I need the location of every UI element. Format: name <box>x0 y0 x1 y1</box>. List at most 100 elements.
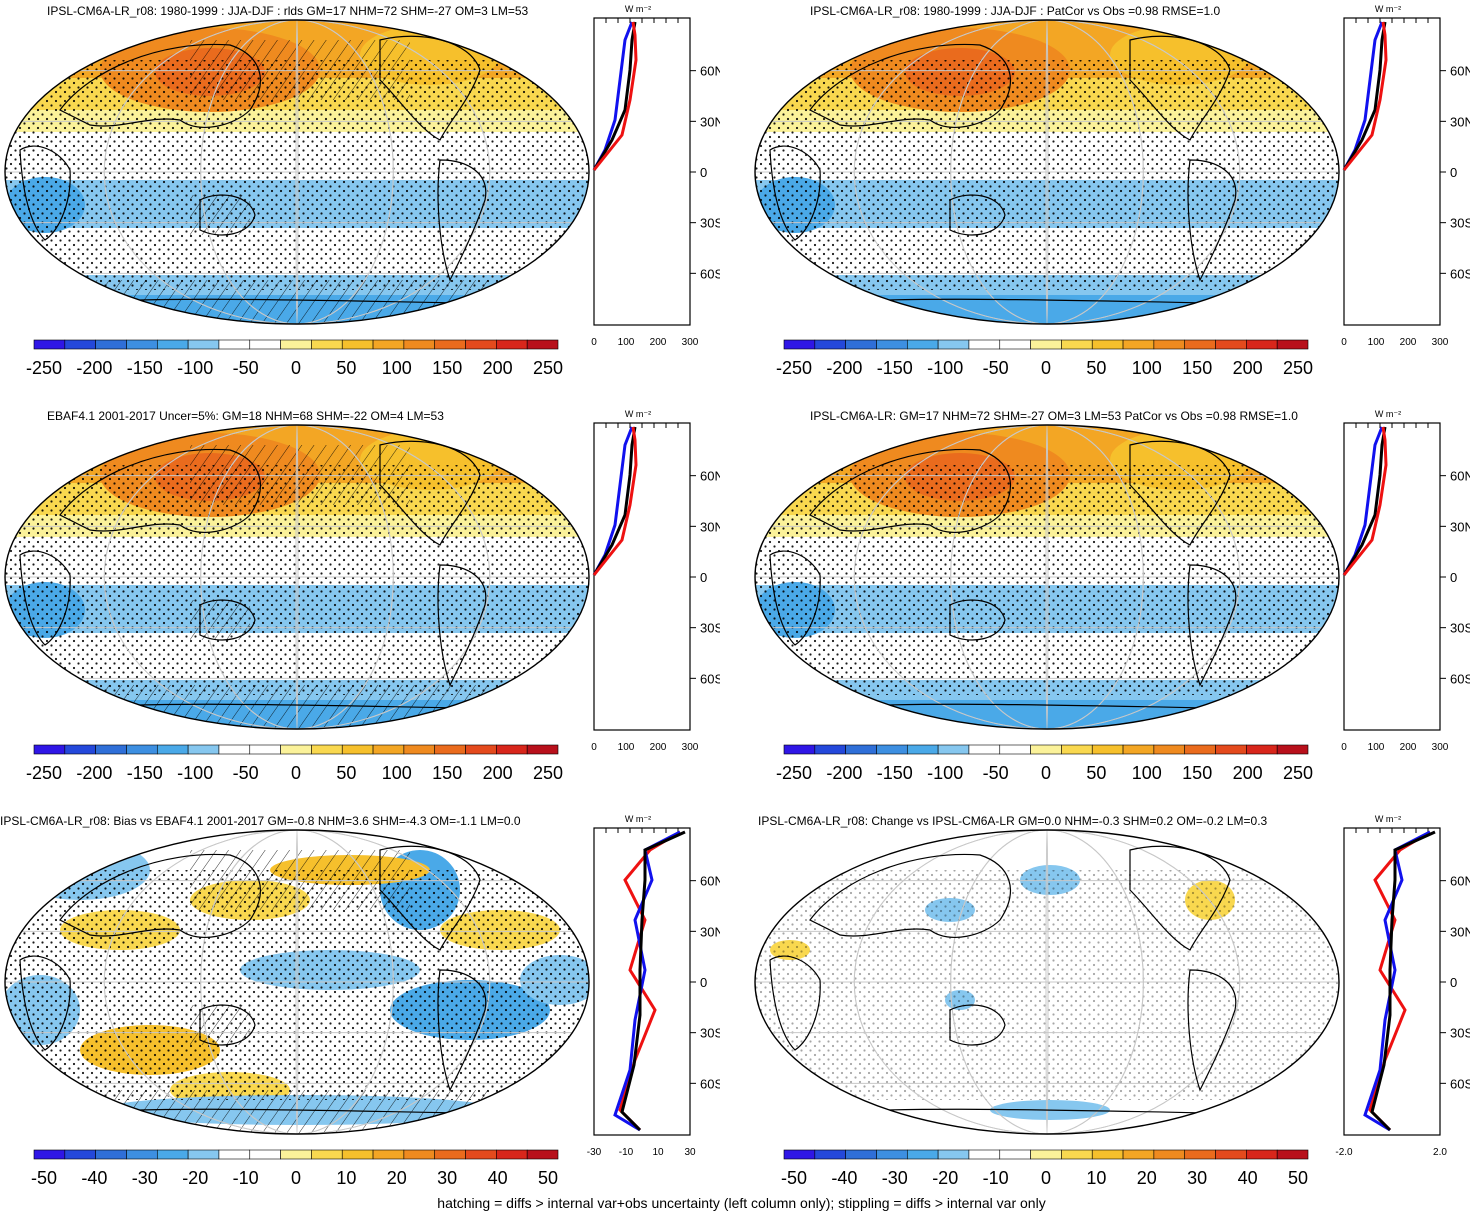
colorbar-label: 0 <box>291 1168 301 1188</box>
colorbar-swatch <box>1153 339 1186 350</box>
colorbar-swatch <box>1153 744 1186 755</box>
coastline <box>437 969 487 1092</box>
coastline <box>199 194 256 236</box>
profile-xtick: 10 <box>652 1147 664 1158</box>
colorbar-swatch <box>496 339 528 350</box>
colorbar-swatch <box>968 1149 1001 1160</box>
map-outline <box>4 829 590 1135</box>
lat-label: 60S <box>700 671 720 686</box>
colorbar-swatch <box>526 1149 559 1160</box>
colorbar-swatch <box>156 339 189 350</box>
colorbar-swatch <box>783 1149 816 1160</box>
profile-line-model <box>592 426 637 576</box>
stippling <box>755 465 1339 695</box>
colorbar-label: 20 <box>1137 1168 1157 1188</box>
colorbar-swatch <box>64 744 96 755</box>
profile-xtick: 100 <box>618 742 635 753</box>
colorbar-label: 50 <box>1086 358 1106 378</box>
profile-line-nh <box>1368 830 1431 1132</box>
colorbar-label: -10 <box>233 1168 259 1188</box>
colorbar-label: -50 <box>31 1168 57 1188</box>
colorbar-label: -150 <box>877 763 913 783</box>
graticule-lon <box>1045 20 1049 324</box>
lat-label: 30S <box>700 1026 720 1041</box>
colorbar-label: 250 <box>1283 358 1313 378</box>
stippling <box>755 60 1339 290</box>
colorbar-swatch <box>1091 1149 1124 1160</box>
colorbar-label: 20 <box>387 1168 407 1188</box>
profile-xtick: 300 <box>682 742 699 753</box>
colorbar-swatch <box>465 744 497 755</box>
profile-unit: W m⁻² <box>625 814 651 824</box>
colorbar-swatch <box>814 744 846 755</box>
colorbar-swatch <box>937 1149 970 1160</box>
colorbar-swatch <box>1276 1149 1309 1160</box>
panel-graphics: -250 -200 -150 -100 -50 0 50 100 150 200 250 W m⁻² 6… <box>754 409 1470 783</box>
colorbar-swatch <box>403 1149 436 1160</box>
colorbar-swatch <box>999 1149 1031 1160</box>
colorbar-label: -30 <box>882 1168 908 1188</box>
colorbar-swatch <box>249 744 281 755</box>
graticule-lon <box>295 20 299 324</box>
colorbar-swatch <box>311 744 343 755</box>
colorbar-swatch <box>465 1149 497 1160</box>
lat-label: 30S <box>1450 216 1470 231</box>
colorbar-swatch <box>876 744 908 755</box>
colorbar-swatch <box>1246 339 1278 350</box>
colorbar-label: 50 <box>1086 763 1106 783</box>
panel-graphics: -50 -40 -30 -20 -10 0 10 20 30 40 50 W m⁻² 60N 30N 0 30… <box>4 814 720 1188</box>
profile-line-model <box>1342 21 1387 171</box>
map-field <box>755 20 1339 324</box>
colorbar-swatch <box>1215 744 1247 755</box>
colorbar-swatch <box>434 744 466 755</box>
profile-line-model <box>592 21 637 171</box>
colorbar-swatch <box>187 744 220 755</box>
colorbar-label: 200 <box>1233 763 1263 783</box>
colorbar-label: -50 <box>233 763 259 783</box>
colorbar-swatch <box>249 339 281 350</box>
colorbar-swatch <box>126 1149 158 1160</box>
colorbar-label: 10 <box>336 1168 356 1188</box>
colorbar-swatch <box>1091 744 1124 755</box>
lat-label: 60S <box>1450 671 1470 686</box>
graticule-lon <box>853 830 1241 1134</box>
coastline <box>1187 564 1237 687</box>
colorbar-swatch <box>1030 339 1062 350</box>
colorbar-label: -150 <box>127 763 163 783</box>
coastline <box>1187 969 1237 1092</box>
colorbar-label: 50 <box>336 358 356 378</box>
colorbar-swatch <box>1061 1149 1093 1160</box>
panel-model-patcor: IPSL-CM6A-LR_r08: 1980-1999 : JJA-DJF : … <box>750 0 1470 405</box>
colorbar-swatch <box>1061 744 1093 755</box>
colorbar-swatch <box>1215 1149 1247 1160</box>
colorbar-label: 0 <box>291 358 301 378</box>
panel-graphics: -250 -200 -150 -100 -50 0 50 100 150 200 250 W m⁻² 6… <box>4 409 720 783</box>
lat-label: 30S <box>700 621 720 636</box>
map-outline <box>754 19 1340 325</box>
colorbar-label: 30 <box>437 1168 457 1188</box>
colorbar-label: 0 <box>1041 358 1051 378</box>
profile-frame <box>1343 17 1441 326</box>
colorbar-swatch <box>1184 1149 1216 1160</box>
panel-bias-vs-ebaf: IPSL-CM6A-LR_r08: Bias vs EBAF4.1 2001-2… <box>0 810 720 1215</box>
hatching <box>190 445 410 505</box>
colorbar-swatch <box>249 1149 281 1160</box>
hatching <box>190 850 410 910</box>
colorbar-label: 100 <box>1132 358 1162 378</box>
colorbar-swatch <box>496 1149 528 1160</box>
colorbar-label: -50 <box>983 763 1009 783</box>
profile-xtick: 0 <box>1341 742 1347 753</box>
map-field <box>5 425 589 729</box>
profile-line-model <box>1370 830 1436 1132</box>
profile-frame <box>593 17 691 326</box>
profile-xtick: 0 <box>591 742 597 753</box>
colorbar-label: -100 <box>927 763 963 783</box>
colorbar-label: 150 <box>1182 358 1212 378</box>
colorbar-label: 0 <box>291 763 301 783</box>
graticule-lon <box>1045 830 1049 1134</box>
coastline <box>59 853 261 938</box>
coastline <box>949 1004 1006 1046</box>
colorbar-swatch <box>1030 744 1062 755</box>
colorbar-label: -250 <box>26 358 62 378</box>
colorbar-swatch <box>1091 339 1124 350</box>
